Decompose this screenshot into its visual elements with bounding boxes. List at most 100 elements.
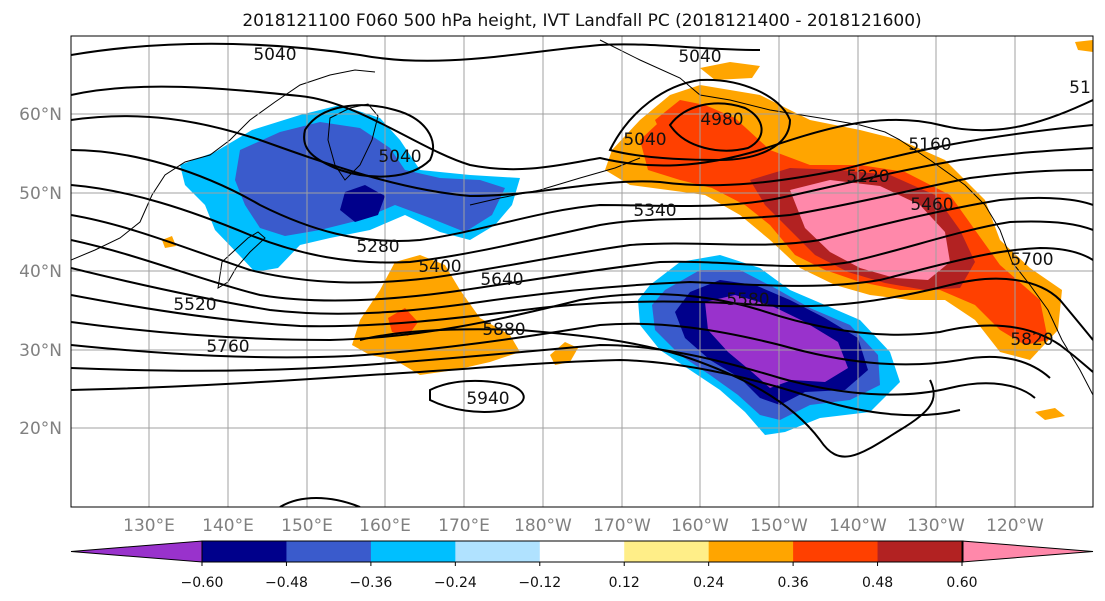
positive-subtropical-west (352, 255, 520, 375)
alaska-coast (599, 39, 901, 141)
contour-5640 (71, 293, 1093, 373)
contour-4980 (668, 102, 763, 152)
colorbar-bin (539, 541, 625, 562)
contour-5700 (71, 322, 1051, 379)
contour-label: 4980 (700, 110, 743, 130)
lon-label: 160°W (671, 516, 729, 536)
contour-label: 5280 (356, 237, 399, 257)
contour-label: 5040 (253, 45, 296, 65)
colorbar-bin (202, 541, 287, 562)
contour-5760 (71, 343, 1036, 399)
colorbar-tick-label: 0.12 (609, 575, 640, 591)
lon-label: 140°E (202, 516, 254, 536)
figure-title: 2018121100 F060 500 hPa height, IVT Land… (242, 11, 921, 31)
east-asia-coast (71, 69, 376, 261)
negative-lobe-east-core (705, 295, 848, 388)
contour-label: 5040 (378, 147, 421, 167)
lat-label: 40°N (19, 262, 62, 282)
colorbar-frame (201, 540, 964, 563)
colorbar-tick-label: −0.12 (518, 575, 561, 591)
small-positive-patch-c (1075, 40, 1093, 52)
contour-5880 (359, 328, 935, 458)
contour-5280 (71, 147, 1093, 242)
contour-label: 5760 (206, 337, 249, 357)
contour-label: 5220 (846, 167, 889, 187)
colorbar-bin (708, 541, 794, 562)
colorbar-bin (455, 541, 541, 562)
lat-label: 50°N (19, 184, 62, 204)
contour-5040-gulf (608, 78, 792, 162)
contour-5580 (71, 277, 1093, 341)
contour-label: 5640 (480, 270, 523, 290)
colorbar-extension-low (70, 540, 203, 563)
colorbar-bin (286, 541, 372, 562)
colorbar-tick-label: 0.24 (693, 575, 724, 591)
contour-5160 (71, 85, 1093, 171)
contour-label: 5160 (908, 135, 951, 155)
lon-label: 150°W (750, 516, 808, 536)
small-positive-patch-b (1035, 408, 1065, 420)
contour-label: 5580 (726, 290, 769, 310)
lon-label: 170°E (438, 516, 490, 536)
colorbar-bin (793, 541, 879, 562)
negative-lobe-west-inner (340, 185, 385, 222)
contour-5820 (71, 358, 961, 417)
lat-label: 60°N (19, 105, 62, 125)
colorbar-bin (370, 541, 456, 562)
contour-5220 (71, 115, 1093, 198)
colorbar-tick-label: −0.36 (349, 575, 392, 591)
colorbar-tick-label: 0.36 (778, 575, 809, 591)
colorbar-tick-label: 0.48 (862, 575, 893, 591)
contour-label: 5700 (1010, 250, 1053, 270)
contour-label: 51 (1069, 78, 1091, 98)
contour-label: 5340 (633, 201, 676, 221)
latitude-labels: 20°N 30°N 40°N 50°N 60°N (19, 105, 62, 439)
contour-5040-north (71, 42, 761, 62)
lon-label: 150°E (281, 516, 333, 536)
colorbar-tick-label: −0.48 (265, 575, 308, 591)
lat-label: 30°N (19, 341, 62, 361)
contour-label: 5820 (1010, 330, 1053, 350)
colorbar-extension-high (961, 540, 1094, 563)
negative-lobe-west-mid (235, 122, 505, 236)
contour-label: 5520 (173, 295, 216, 315)
contour-label: 5880 (482, 320, 525, 340)
contour-5940 (429, 379, 525, 413)
aleutian-chain (469, 157, 641, 206)
contour-5400 (71, 196, 1093, 284)
positive-arctic-patch (700, 62, 760, 80)
contour-label: 5040 (623, 130, 666, 150)
contour-5460 (71, 220, 1093, 302)
colorbar-bin (624, 541, 710, 562)
lon-label: 170°W (593, 516, 651, 536)
lon-label: 160°E (359, 516, 411, 536)
contour-label: 5460 (910, 195, 953, 215)
lon-label: 180°W (514, 516, 572, 536)
lat-label: 20°N (19, 419, 62, 439)
contour-labels: 5040 5040 5040 5040 4980 5220 5160 5280 … (173, 45, 1090, 409)
map-panel: 5040 5040 5040 5040 4980 5220 5160 5280 … (70, 35, 1094, 508)
positive-gulf-alaska-patch (655, 100, 710, 145)
contour-5520 (71, 246, 1093, 315)
colorbar-ticks: −0.60 −0.48 −0.36 −0.24 −0.12 0.12 0.24 0.36 0.4… (181, 562, 978, 591)
contour-5340 (71, 169, 1093, 264)
height-contours (71, 42, 1093, 507)
gridlines (71, 36, 1093, 507)
contour-5940-south (279, 497, 361, 507)
positive-band-core (790, 180, 950, 280)
lon-label: 130°W (907, 516, 965, 536)
colorbar-tick-label: −0.60 (181, 575, 224, 591)
longitude-labels: 130°E 140°E 150°E 160°E 170°E 180°W 170°… (123, 516, 1044, 536)
colorbar-tick-label: −0.24 (434, 575, 477, 591)
colorbar: −0.60 −0.48 −0.36 −0.24 −0.12 0.12 0.24 0.36 0.4… (70, 540, 1094, 591)
map-frame (70, 35, 1094, 508)
colorbar-tick-label: 0.60 (946, 575, 977, 591)
colorbar-bin (877, 541, 963, 562)
colorbar-segments (70, 540, 1094, 563)
lon-label: 120°W (986, 516, 1044, 536)
contour-label: 5400 (418, 257, 461, 277)
lon-label: 140°W (829, 516, 887, 536)
contour-label: 5040 (678, 47, 721, 67)
contour-label: 5940 (466, 389, 509, 409)
lon-label: 130°E (123, 516, 175, 536)
